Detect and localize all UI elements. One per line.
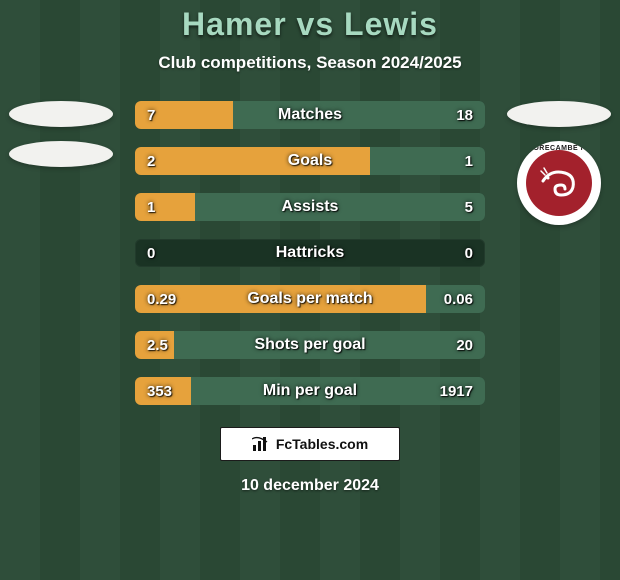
footer-date: 10 december 2024 bbox=[241, 477, 379, 495]
page-subtitle: Club competitions, Season 2024/2025 bbox=[158, 53, 461, 73]
club-badge-inner bbox=[526, 150, 592, 216]
stat-row: 21Goals bbox=[135, 147, 485, 175]
stat-row: 00Hattricks bbox=[135, 239, 485, 267]
page-title: Hamer vs Lewis bbox=[182, 6, 438, 43]
stat-row: 2.520Shots per goal bbox=[135, 331, 485, 359]
stat-row: 15Assists bbox=[135, 193, 485, 221]
stat-label: Shots per goal bbox=[135, 331, 485, 359]
stat-rows: 718Matches 21Goals 15Assists 00Hattricks 0.2… bbox=[135, 101, 485, 405]
stat-row: 718Matches bbox=[135, 101, 485, 129]
comparison-area: MORECAMBE FC 718Matches 21Goals 15Assists 0… bbox=[0, 101, 620, 405]
stat-label: Goals per match bbox=[135, 285, 485, 313]
brand-text: FcTables.com bbox=[276, 436, 368, 452]
stat-row: 3531917Min per goal bbox=[135, 377, 485, 405]
player2-club-badge: MORECAMBE FC bbox=[517, 141, 601, 225]
player2-placeholder bbox=[507, 101, 611, 127]
player1-placeholder-2 bbox=[9, 141, 113, 167]
bar-chart-icon bbox=[252, 436, 270, 452]
player1-placeholder-1 bbox=[9, 101, 113, 127]
stat-label: Matches bbox=[135, 101, 485, 129]
content-wrapper: Hamer vs Lewis Club competitions, Season… bbox=[0, 0, 620, 580]
stat-label: Min per goal bbox=[135, 377, 485, 405]
brand-badge: FcTables.com bbox=[220, 427, 400, 461]
stat-label: Hattricks bbox=[135, 239, 485, 267]
stat-row: 0.290.06Goals per match bbox=[135, 285, 485, 313]
stat-label: Assists bbox=[135, 193, 485, 221]
shrimp-icon bbox=[537, 161, 581, 205]
stat-label: Goals bbox=[135, 147, 485, 175]
player1-badges-column bbox=[6, 101, 116, 167]
player2-badges-column: MORECAMBE FC bbox=[504, 101, 614, 225]
